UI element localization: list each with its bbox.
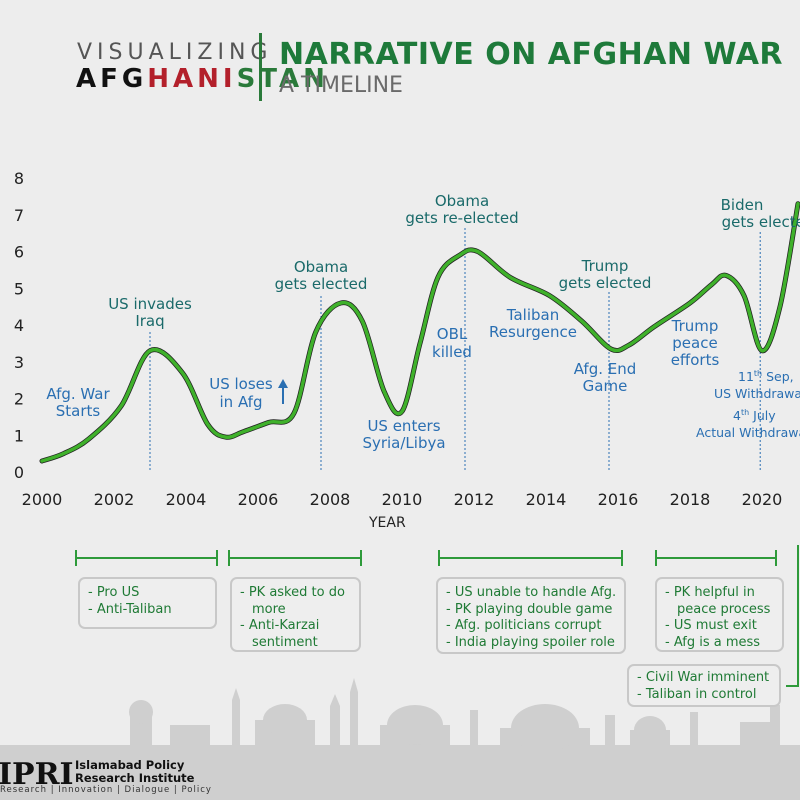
x-tick-label: 2020 (742, 490, 783, 509)
bracket-4 (655, 550, 777, 566)
annotation-actual-withdrawal: Actual Withdrawal (696, 425, 800, 440)
phase-brackets (75, 545, 799, 687)
annotation-biden-elected: Biden (721, 196, 764, 214)
x-tick-label: 2004 (166, 490, 207, 509)
annotation-4th-july: 4th July (733, 408, 776, 423)
y-tick-label: 1 (14, 426, 24, 445)
phase-5-line-2: - Taliban in control (637, 686, 757, 702)
up-arrow-icon (278, 379, 288, 404)
x-tick-label: 2008 (310, 490, 351, 509)
annotation-obama-elected-2: gets elected (275, 275, 368, 293)
phase-3-line-1: - US unable to handle Afg. (446, 585, 617, 600)
annotation-obl-killed: OBL (437, 325, 468, 343)
y-tick-label: 5 (14, 279, 24, 298)
brand-part-1: AFG (76, 64, 148, 94)
annotation-afg-war-starts-2: Starts (56, 402, 101, 420)
phase-2-line-3: - Anti-Karzai (240, 618, 320, 633)
y-axis-ticks: 0 1 2 3 4 5 6 7 8 (14, 169, 24, 482)
bracket-2 (228, 550, 362, 566)
bracket-5 (786, 545, 799, 687)
annotation-us-loses-2: in Afg (220, 393, 263, 411)
annotation-us-invades-iraq: US invades (108, 295, 192, 313)
page-subtitle: A TIMELINE (279, 73, 403, 98)
phase-3-line-2: - PK playing double game (446, 601, 613, 617)
x-tick-label: 2018 (670, 490, 711, 509)
y-tick-label: 7 (14, 206, 24, 225)
annotation-trump-peace-2: peace (672, 334, 717, 352)
phase-2-line-1: - PK asked to do (240, 585, 345, 600)
annotation-sep-11: 11th Sep, (738, 369, 794, 384)
y-tick-label: 2 (14, 390, 24, 409)
phase-box-2: - PK asked to do more - Anti-Karzai sent… (230, 577, 361, 652)
annotation-obama-elected: Obama (294, 258, 348, 276)
x-tick-label: 2000 (22, 490, 63, 509)
ipri-logo: IPRI (0, 757, 74, 792)
org-name-line-2: Research Institute (75, 771, 195, 785)
x-tick-label: 2016 (598, 490, 639, 509)
ipri-tagline: Research | Innovation | Dialogue | Polic… (0, 785, 212, 795)
annotation-biden-elected-2: gets elected (722, 213, 800, 231)
phase-2-line-2: more (252, 601, 286, 617)
annotation-afg-end-game-2: Game (583, 377, 628, 395)
phase-box-1: - Pro US - Anti-Taliban (78, 577, 217, 629)
phase-5-line-1: - Civil War imminent (637, 670, 770, 685)
x-tick-label: 2002 (94, 490, 135, 509)
phase-4-line-3: - US must exit (665, 618, 757, 633)
page-title: NARRATIVE ON AFGHAN WAR (279, 37, 784, 72)
annotation-obama-reelected: Obama (435, 192, 489, 210)
annotation-obl-killed-2: killed (432, 343, 472, 361)
annotation-taliban-resurgence: Taliban (506, 306, 559, 324)
x-tick-label: 2012 (454, 490, 495, 509)
annotation-trump-peace-3: efforts (671, 351, 720, 369)
phase-box-4: - PK helpful in peace process - US must … (655, 577, 784, 652)
phase-3-line-4: - India playing spoiler role (446, 634, 615, 650)
annotation-us-enters-syria-2: Syria/Libya (362, 434, 445, 452)
annotation-trump-peace: Trump (671, 317, 719, 335)
phase-box-3: - US unable to handle Afg. - PK playing … (436, 577, 626, 654)
y-tick-label: 0 (14, 463, 24, 482)
phase-box-5: - Civil War imminent - Taliban in contro… (627, 664, 781, 707)
annotation-us-invades-iraq-2: Iraq (135, 312, 164, 330)
phase-1-line-1: - Pro US (88, 585, 140, 600)
y-tick-label: 3 (14, 353, 24, 372)
ipri-org-name: Islamabad Policy Research Institute (75, 759, 194, 785)
bracket-3 (438, 550, 623, 566)
brand-afghanistan: AFGHANISTAN (76, 64, 329, 94)
brand-part-3: STAN (236, 64, 329, 94)
y-tick-label: 4 (14, 316, 24, 335)
y-tick-label: 8 (14, 169, 24, 188)
phase-2-line-4: sentiment (252, 634, 318, 650)
annotation-afg-war-starts: Afg. War (46, 385, 110, 403)
annotation-us-loses: US loses (209, 375, 273, 393)
x-axis-label: YEAR (369, 515, 406, 531)
annotation-us-enters-syria: US enters (367, 417, 440, 435)
brand-visualizing: VISUALIZING (77, 40, 273, 65)
x-tick-label: 2010 (382, 490, 423, 509)
phase-3-line-3: - Afg. politicians corrupt (446, 618, 602, 633)
org-name-line-1: Islamabad Policy (75, 758, 185, 772)
annotation-trump-elected: Trump (581, 257, 629, 275)
phase-4-line-1: - PK helpful in (665, 585, 755, 600)
narrative-curve (40, 201, 800, 463)
header-divider (259, 33, 262, 101)
annotation-trump-elected-2: gets elected (559, 274, 652, 292)
x-tick-label: 2006 (238, 490, 279, 509)
brand-part-2: HANI (147, 64, 237, 94)
x-axis-ticks: 2000 2002 2004 2006 2008 2010 2012 2014 2016 2018… (22, 490, 783, 509)
phase-4-line-4: - Afg is a mess (665, 634, 761, 650)
bracket-1 (75, 550, 218, 566)
y-tick-label: 6 (14, 243, 24, 262)
phase-4-line-2: peace process (677, 601, 771, 617)
x-tick-label: 2014 (526, 490, 567, 509)
annotation-us-withdrawal: US Withdrawal (714, 386, 800, 401)
annotation-taliban-resurgence-2: Resurgence (489, 323, 577, 341)
phase-1-line-2: - Anti-Taliban (88, 601, 172, 617)
annotation-afg-end-game: Afg. End (574, 360, 637, 378)
annotation-obama-reelected-2: gets re-elected (405, 209, 518, 227)
